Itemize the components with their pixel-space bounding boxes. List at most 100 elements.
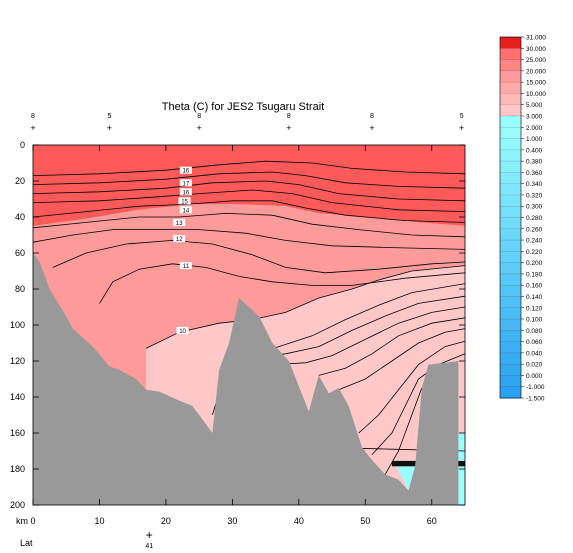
- x-tick-label-6: 60: [427, 516, 437, 526]
- colorbar-label-4: 15.000: [526, 80, 546, 87]
- colorbar-swatch-31: [500, 386, 521, 399]
- x-tick-label-0: 0: [30, 516, 35, 526]
- colorbar-swatch-4: [500, 82, 521, 94]
- colorbar-label-17: 0.260: [526, 226, 543, 233]
- isotherm-line-9: [145, 265, 466, 349]
- colorbar-label-8: 2.000: [526, 125, 543, 132]
- colorbar-label-12: 0.360: [526, 170, 543, 177]
- y-tick-label-7: 140: [10, 392, 25, 402]
- station-label-2: 8: [197, 113, 201, 120]
- x-axis-label: km: [16, 516, 28, 526]
- colorbar-swatch-30: [500, 375, 521, 388]
- chart-title: Theta (C) for JES2 Tsugaru Strait: [162, 101, 324, 113]
- station-marker-0: +: [30, 123, 35, 133]
- contour-label-box-3: [178, 197, 191, 205]
- isotherm-line-16: [371, 353, 466, 455]
- isotherm-line-6: [32, 229, 466, 250]
- colorbar-swatch-24: [500, 307, 521, 320]
- contour-label-7: 11: [183, 264, 190, 270]
- station-label-4: 8: [370, 113, 374, 120]
- colorbar-swatch-29: [500, 364, 521, 376]
- station-marker-2: +: [197, 123, 202, 133]
- y-tick-label-1: 20: [15, 176, 25, 186]
- station-label-0: 8: [31, 113, 35, 120]
- y-tick-label-4: 80: [15, 284, 25, 294]
- x-tick-label-5: 50: [360, 516, 370, 526]
- contour-label-box-7: [179, 262, 192, 270]
- x-tick-label-1: 10: [94, 516, 104, 526]
- colorbar-swatch-13: [500, 183, 521, 196]
- colorbar-label-7: 3.000: [526, 113, 543, 120]
- lat-tick-0: +: [146, 528, 153, 542]
- isotherm-line-1: [32, 171, 466, 189]
- colorbar-swatch-16: [500, 217, 521, 230]
- station-marker-5: +: [459, 123, 464, 133]
- y-tick-label-6: 120: [10, 356, 25, 366]
- colorbar-swatch-18: [500, 240, 521, 252]
- contour-label-box-4: [179, 206, 192, 214]
- contour-label-1: 17: [183, 181, 190, 187]
- depth-axis: 0 20 40 60 80 100 120 140 160 180 200: [10, 140, 465, 510]
- contour-label-6: 12: [176, 237, 183, 243]
- isotherm-line-11: [252, 295, 466, 358]
- isotherm-line-13: [318, 317, 466, 376]
- colorbar-label-24: 0.120: [526, 305, 543, 312]
- x-tick-label-2: 20: [161, 516, 171, 526]
- isotherm-line-2: [32, 180, 466, 202]
- colorbar-swatch-11: [500, 161, 521, 173]
- y-tick-label-2: 40: [15, 212, 25, 222]
- colorbar-swatch-17: [500, 228, 521, 241]
- station-marker-3: +: [286, 123, 291, 133]
- x-tick-label-4: 40: [294, 516, 304, 526]
- colorbar-label-9: 1.000: [526, 136, 543, 143]
- colorbar: 31.000 30.000 25.000 20.000 15.000 10.000 5.00…: [499, 35, 546, 403]
- colorbar-swatch-21: [500, 273, 521, 286]
- colorbar-label-28: 0.040: [526, 350, 543, 357]
- contour-labels: 16 17 16 15 14 13 12 11 10: [173, 166, 192, 335]
- colorbar-label-22: 0.160: [526, 283, 543, 290]
- colorbar-label-31: -1.000: [526, 384, 545, 391]
- colorbar-label-23: 0.140: [526, 294, 543, 301]
- contour-label-box-1: [179, 179, 192, 187]
- bathymetry-layer: [33, 253, 459, 505]
- station-label-3: 8: [287, 113, 291, 120]
- contour-label-0: 16: [183, 169, 190, 175]
- isotherm-line-5: [32, 212, 466, 238]
- y-tick-label-10: 200: [10, 500, 25, 510]
- colorbar-label-14: 0.320: [526, 192, 543, 199]
- colorbar-label-30: 0.000: [526, 373, 543, 380]
- colorbar-swatch-15: [500, 206, 521, 218]
- colorbar-label-20: 0.200: [526, 260, 543, 267]
- colorbar-swatch-6: [500, 104, 521, 117]
- colorbar-label-11: 0.380: [526, 159, 543, 166]
- contour-label-box-8: [176, 326, 189, 334]
- x-tick-label-3: 30: [227, 516, 237, 526]
- colorbar-label-5: 10.000: [526, 91, 546, 98]
- isotherm-line-0: [32, 160, 466, 176]
- contour-label-box-0: [179, 166, 192, 174]
- y-tick-label-9: 180: [10, 464, 25, 474]
- colorbar-label-32: -1.500: [526, 396, 545, 403]
- y-tick-label-5: 100: [10, 320, 25, 330]
- colorbar-swatch-14: [500, 194, 521, 207]
- y-tick-label-0: 0: [20, 140, 25, 150]
- colorbar-swatch-28: [500, 352, 521, 365]
- station-label-5: 5: [460, 113, 464, 120]
- colorbar-label-0: 31.000: [526, 35, 546, 42]
- colorbar-swatch-7: [500, 115, 521, 128]
- colorbar-label-6: 5.000: [526, 102, 543, 109]
- latitude-axis: Lat +41: [20, 528, 153, 550]
- top-station-axis: 8 +5 +8 +8 +8 +5 +: [30, 113, 464, 133]
- colorbar-label-18: 0.240: [526, 238, 543, 245]
- isotherm-line-4: [32, 200, 466, 223]
- contour-label-box-6: [173, 235, 186, 243]
- colorbar-swatch-25: [500, 319, 521, 331]
- colorbar-label-3: 20.000: [526, 68, 546, 75]
- y-tick-label-8: 160: [10, 428, 25, 438]
- colorbar-swatch-20: [500, 262, 521, 275]
- colorbar-label-15: 0.300: [526, 204, 543, 211]
- isotherm-line-3: [32, 189, 466, 212]
- colorbar-label-1: 30.000: [526, 46, 546, 53]
- contour-label-2: 16: [183, 190, 190, 196]
